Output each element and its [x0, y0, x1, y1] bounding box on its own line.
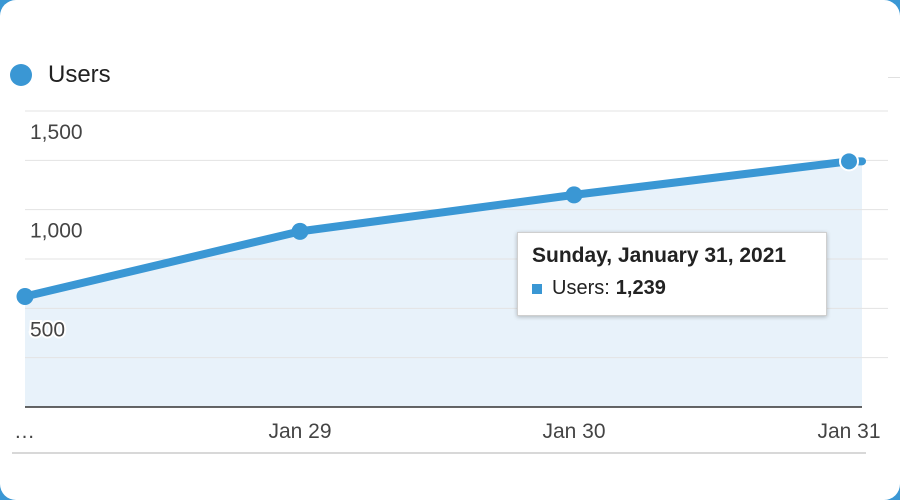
x-tick-label: Jan 31: [817, 420, 880, 443]
tooltip-swatch-icon: [532, 283, 542, 294]
legend-swatch-icon: [10, 64, 32, 86]
data-point: [291, 222, 309, 240]
divider: [888, 77, 900, 78]
tooltip-value: 1,239: [615, 277, 666, 299]
data-point: [16, 287, 34, 305]
tooltip-title: Sunday, January 31, 2021: [532, 244, 787, 267]
tooltip-row: Users: 1,239: [532, 277, 826, 300]
x-tick-label: …: [14, 420, 35, 443]
y-tick-label: 500: [30, 318, 65, 341]
tooltip-series-label: Users:: [552, 277, 610, 299]
y-tick-label: 1,000: [30, 220, 83, 243]
legend-label: Users: [48, 61, 111, 88]
chart-tooltip: Sunday, January 31, 2021 Users: 1,239: [517, 232, 827, 316]
area-fill: [25, 161, 862, 407]
x-tick-label: Jan 29: [268, 420, 331, 443]
y-tick-label: 1,500: [30, 121, 83, 144]
data-point: [565, 186, 583, 204]
x-tick-label: Jan 30: [542, 420, 605, 443]
data-point: [839, 151, 859, 172]
legend[interactable]: Users: [10, 58, 111, 92]
